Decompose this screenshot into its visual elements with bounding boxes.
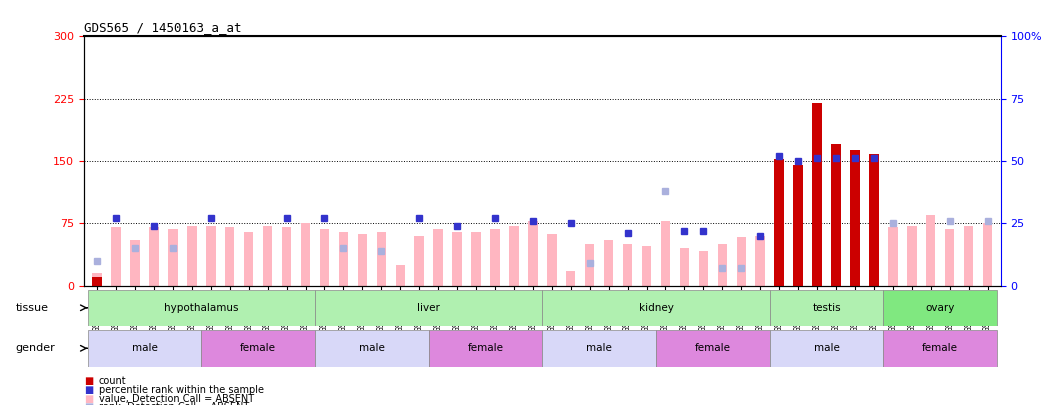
Bar xyxy=(88,290,315,326)
Bar xyxy=(130,240,139,286)
Text: rank, Detection Call = ABSENT: rank, Detection Call = ABSENT xyxy=(99,403,248,405)
Bar xyxy=(528,221,538,286)
Bar xyxy=(793,165,803,286)
Bar xyxy=(888,228,897,286)
Text: male: male xyxy=(132,343,157,353)
Bar xyxy=(188,226,197,286)
Bar xyxy=(566,271,575,286)
Bar xyxy=(623,244,632,286)
Bar xyxy=(926,215,936,286)
Text: female: female xyxy=(240,343,276,353)
Text: count: count xyxy=(99,376,126,386)
Bar xyxy=(339,232,348,286)
Text: liver: liver xyxy=(417,303,440,313)
Text: value, Detection Call = ABSENT: value, Detection Call = ABSENT xyxy=(99,394,254,403)
Bar xyxy=(831,145,840,286)
Bar xyxy=(206,226,216,286)
Bar xyxy=(429,330,542,367)
Text: female: female xyxy=(467,343,503,353)
Bar xyxy=(201,330,315,367)
Bar xyxy=(472,232,481,286)
Bar xyxy=(320,229,329,286)
Bar xyxy=(547,234,556,286)
Bar xyxy=(542,290,769,326)
Bar xyxy=(244,232,254,286)
Bar xyxy=(315,290,542,326)
Text: female: female xyxy=(695,343,730,353)
Text: hypothalamus: hypothalamus xyxy=(165,303,239,313)
Bar xyxy=(883,330,997,367)
Bar xyxy=(604,240,613,286)
Text: ■: ■ xyxy=(84,403,93,405)
Bar xyxy=(225,228,235,286)
Bar xyxy=(88,330,201,367)
Bar xyxy=(414,236,424,286)
Text: ■: ■ xyxy=(84,385,93,394)
Bar xyxy=(585,244,594,286)
Bar xyxy=(92,277,102,286)
Bar xyxy=(490,229,500,286)
Bar xyxy=(699,251,708,286)
Text: male: male xyxy=(586,343,612,353)
Bar xyxy=(453,232,462,286)
Bar xyxy=(92,273,102,286)
Text: male: male xyxy=(358,343,385,353)
Text: testis: testis xyxy=(812,303,840,313)
Text: female: female xyxy=(922,343,958,353)
Bar xyxy=(111,228,121,286)
Bar xyxy=(542,330,656,367)
Text: ovary: ovary xyxy=(925,303,955,313)
Bar xyxy=(718,244,727,286)
Text: male: male xyxy=(813,343,839,353)
Bar xyxy=(850,150,859,286)
Bar xyxy=(812,103,822,286)
Bar xyxy=(769,290,883,326)
Text: gender: gender xyxy=(16,343,56,353)
Bar xyxy=(983,223,992,286)
Bar xyxy=(908,226,917,286)
Bar xyxy=(315,330,429,367)
Bar xyxy=(641,246,651,286)
Text: ■: ■ xyxy=(84,376,93,386)
Bar xyxy=(756,236,765,286)
Bar xyxy=(509,226,519,286)
Bar xyxy=(737,237,746,286)
Text: kidney: kidney xyxy=(638,303,674,313)
Bar xyxy=(945,229,955,286)
Text: ■: ■ xyxy=(84,394,93,403)
Bar xyxy=(357,234,367,286)
Bar xyxy=(168,229,177,286)
Bar xyxy=(149,228,158,286)
Bar xyxy=(769,330,883,367)
Bar xyxy=(869,154,878,286)
Text: percentile rank within the sample: percentile rank within the sample xyxy=(99,385,263,394)
Bar xyxy=(964,226,974,286)
Bar xyxy=(883,290,997,326)
Bar xyxy=(263,226,272,286)
Bar xyxy=(282,228,291,286)
Bar xyxy=(376,232,386,286)
Bar xyxy=(395,265,405,286)
Bar xyxy=(301,223,310,286)
Bar xyxy=(660,221,671,286)
Bar xyxy=(774,159,784,286)
Bar xyxy=(656,330,769,367)
Text: GDS565 / 1450163_a_at: GDS565 / 1450163_a_at xyxy=(84,21,241,34)
Bar xyxy=(680,248,690,286)
Bar xyxy=(434,229,443,286)
Text: tissue: tissue xyxy=(16,303,48,313)
